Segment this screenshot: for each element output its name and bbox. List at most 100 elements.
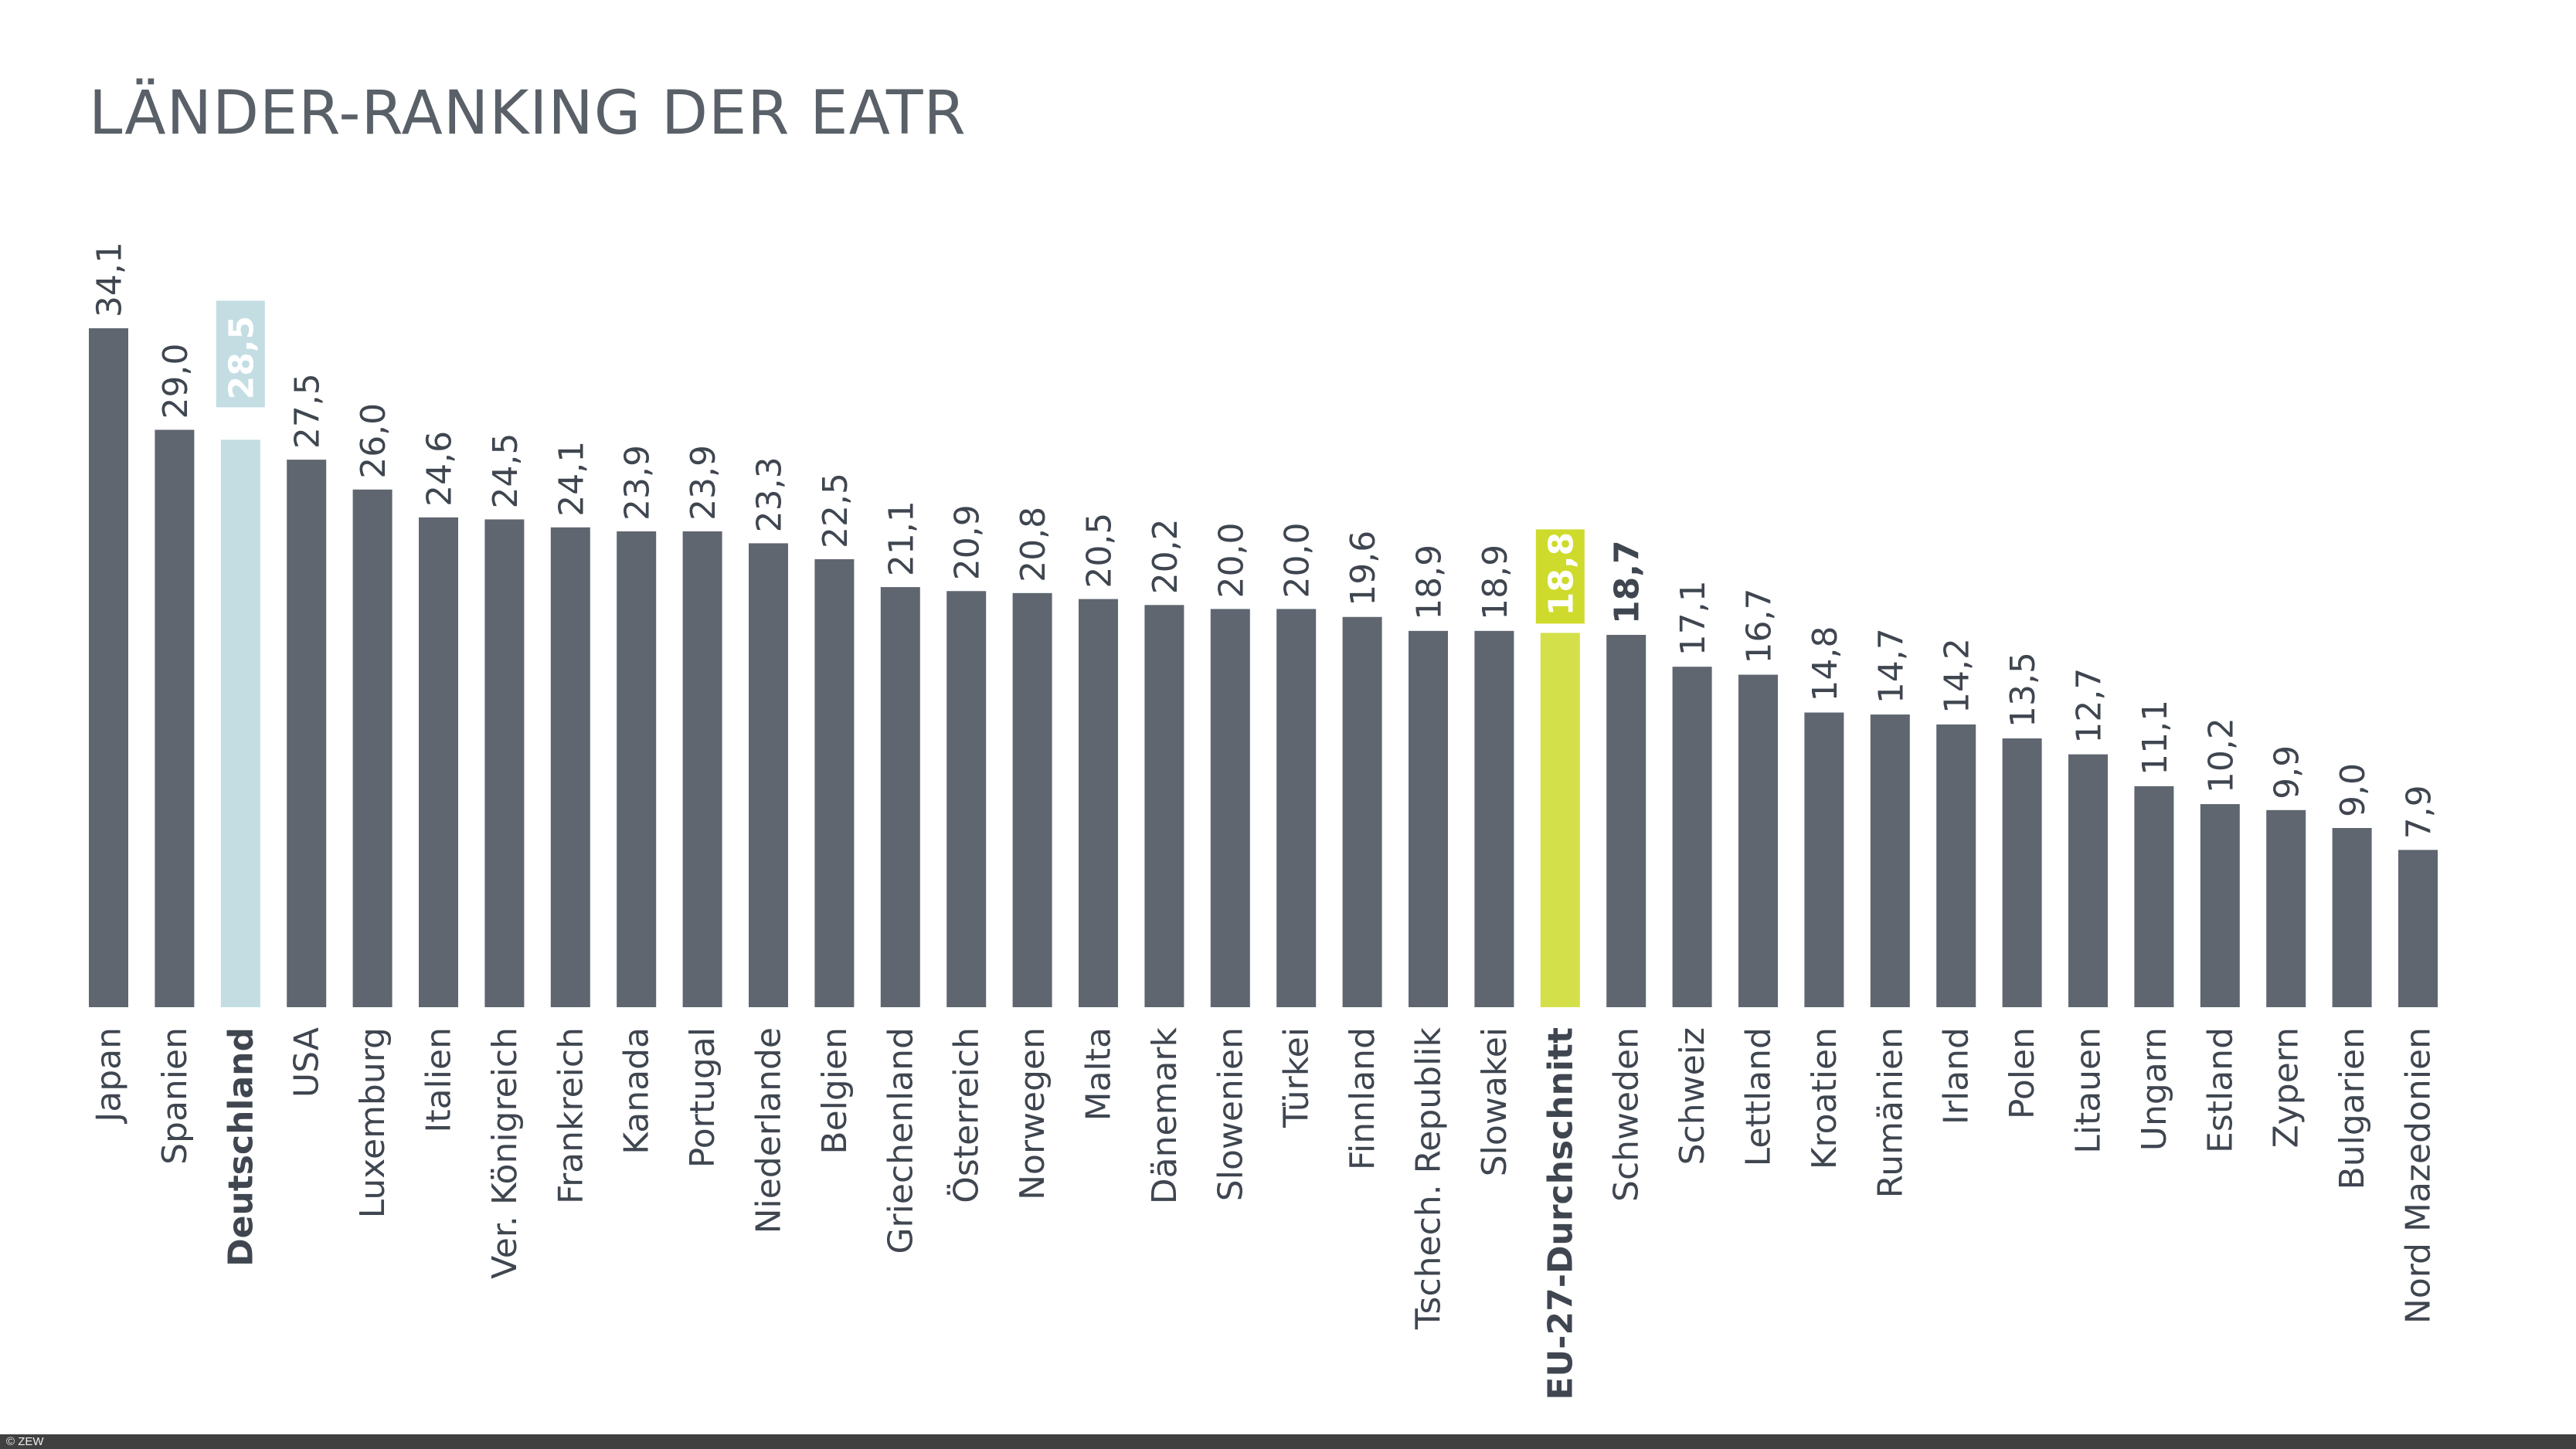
category-label: Litauen: [2069, 1027, 2109, 1154]
category-label: Norwegen: [1013, 1027, 1052, 1200]
value-label: 11,1: [2136, 700, 2175, 775]
category-label: Rumänien: [1871, 1027, 1910, 1198]
bar: [352, 489, 393, 1007]
value-label: 18,8: [1541, 532, 1581, 616]
value-label: 29,0: [156, 343, 195, 419]
bar: [550, 527, 590, 1007]
category-label: Estland: [2200, 1027, 2240, 1153]
category-label: Tschech. Republik: [1409, 1027, 1449, 1330]
bar: [2068, 754, 2108, 1007]
value-label: 21,1: [882, 501, 921, 576]
bar: [2200, 804, 2240, 1007]
bar: [2002, 738, 2042, 1007]
bar: [2332, 828, 2372, 1007]
bar: [1276, 609, 1317, 1007]
value-label: 20,8: [1014, 507, 1053, 582]
bar: [1144, 605, 1184, 1007]
category-label: Bulgarien: [2333, 1027, 2372, 1189]
category-label: Polen: [2003, 1027, 2042, 1119]
value-label: 9,0: [2333, 763, 2373, 817]
value-label: 9,9: [2268, 745, 2307, 799]
bar: [1606, 634, 1647, 1007]
value-label: 16,7: [1740, 589, 1779, 664]
category-label: Kroatien: [1805, 1027, 1844, 1169]
bar: [1540, 633, 1580, 1007]
bar: [617, 531, 657, 1007]
category-label: Slowenien: [1211, 1027, 1250, 1201]
value-label: 23,9: [618, 445, 658, 521]
category-label: Italien: [420, 1027, 459, 1133]
value-label: 10,2: [2201, 718, 2241, 793]
category-label: Irland: [1937, 1027, 1976, 1125]
value-label: 24,1: [552, 441, 591, 517]
value-label: 27,5: [288, 373, 328, 449]
bar: [1409, 630, 1448, 1007]
bar: [880, 587, 920, 1007]
category-label: Nord Mazedonien: [2399, 1027, 2438, 1324]
bar: [1012, 592, 1052, 1007]
value-label: 20,2: [1146, 518, 1185, 594]
bar: [2134, 786, 2174, 1007]
category-label: Dänemark: [1145, 1027, 1184, 1204]
bar: [1342, 616, 1382, 1007]
category-label: Spanien: [155, 1027, 195, 1165]
value-label: 34,1: [90, 242, 130, 317]
category-label: USA: [287, 1027, 327, 1098]
value-label: 14,2: [1938, 638, 1977, 714]
value-label: 20,0: [1212, 522, 1251, 598]
value-label: 18,9: [1410, 545, 1449, 620]
bar: [484, 519, 525, 1007]
value-label: 17,1: [1674, 580, 1713, 656]
category-label: Griechenland: [881, 1027, 920, 1254]
value-label-box: [1535, 529, 1585, 624]
category-label: Schweiz: [1673, 1027, 1712, 1165]
value-label: 24,5: [486, 433, 525, 508]
category-label: Portugal: [683, 1027, 722, 1168]
value-label: 18,9: [1476, 545, 1515, 620]
category-label: Schweden: [1607, 1027, 1647, 1202]
value-label: 14,8: [1806, 626, 1845, 702]
category-label: Zypern: [2267, 1027, 2306, 1148]
bar: [749, 543, 788, 1007]
value-label: 22,5: [816, 473, 855, 548]
value-label: 28,5: [222, 316, 261, 400]
category-label: Türkei: [1277, 1027, 1317, 1128]
bar: [1804, 712, 1844, 1007]
category-label: Ver. Königreich: [485, 1027, 525, 1279]
value-label: 14,7: [1871, 628, 1911, 704]
category-label: Deutschland: [221, 1027, 260, 1267]
bar: [1738, 674, 1778, 1007]
bar: [1870, 714, 1910, 1007]
category-label: Kanada: [617, 1027, 657, 1155]
category-label: Slowakei: [1475, 1027, 1514, 1176]
bar: [1936, 724, 1976, 1007]
value-label: 18,7: [1608, 540, 1647, 624]
bar: [1672, 667, 1712, 1007]
bar: [2266, 809, 2306, 1007]
value-label: 20,0: [1278, 522, 1317, 598]
bar: [682, 531, 722, 1007]
category-label: Japan: [90, 1027, 129, 1125]
bar: [89, 328, 128, 1007]
bar: [220, 439, 260, 1007]
value-label-box: [216, 300, 265, 408]
value-label: 20,9: [948, 504, 987, 580]
value-label: 19,6: [1344, 531, 1383, 606]
category-label: EU-27-Durchschnitt: [1541, 1027, 1580, 1400]
category-label: Belgien: [815, 1027, 855, 1155]
value-label: 26,0: [354, 403, 393, 479]
value-label: 20,5: [1080, 513, 1120, 589]
bar: [1474, 630, 1514, 1007]
category-label: Finnland: [1343, 1027, 1382, 1170]
bar: [1210, 609, 1250, 1007]
copyright: © ZEW: [6, 1435, 44, 1448]
bar: [946, 591, 987, 1007]
bar: [419, 517, 458, 1007]
value-label: 23,9: [684, 445, 723, 521]
category-label: Frankreich: [551, 1027, 590, 1204]
value-label: 13,5: [2003, 652, 2043, 728]
value-label: 24,6: [420, 431, 460, 507]
category-label: Österreich: [946, 1027, 987, 1203]
category-label: Luxemburg: [353, 1027, 393, 1218]
